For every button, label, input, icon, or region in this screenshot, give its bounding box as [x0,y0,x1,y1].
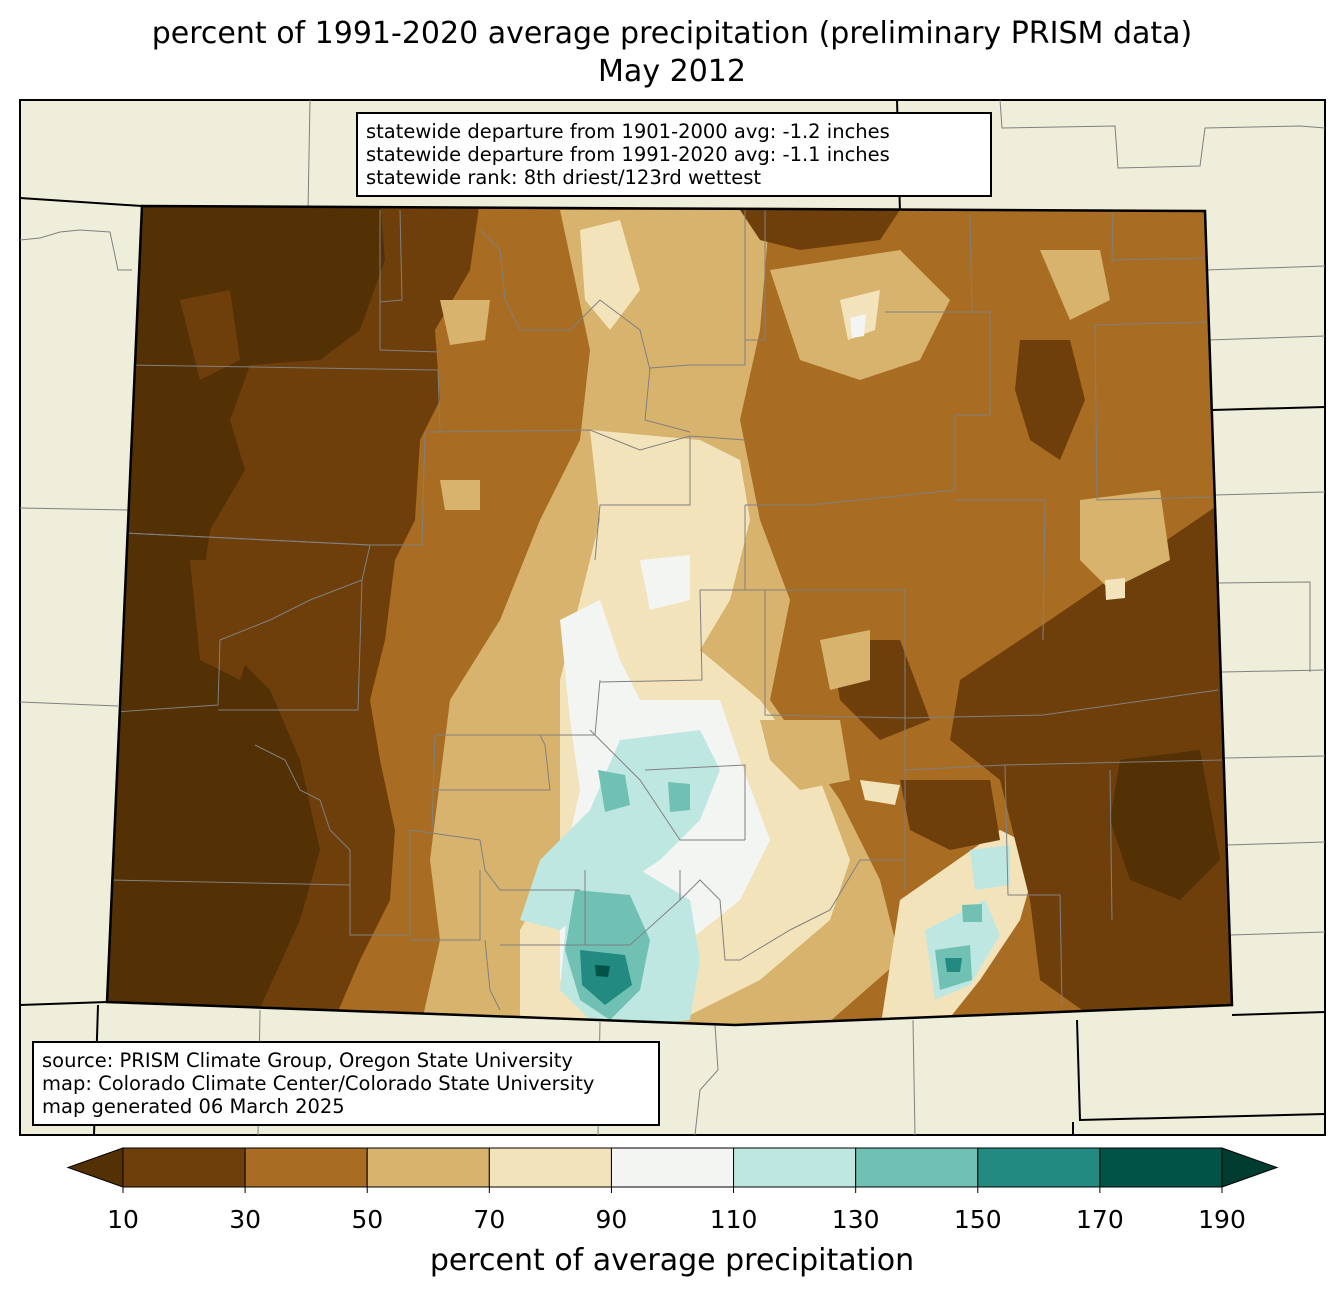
colorbar-bin [366,1147,490,1188]
source-box: source: PRISM Climate Group, Oregon Stat… [32,1041,660,1126]
colorbar-tick-label: 50 [351,1205,384,1234]
precip-field [107,206,1232,1025]
source-line: source: PRISM Climate Group, Oregon Stat… [42,1049,573,1072]
colorbar-tick-label: 90 [595,1205,628,1234]
colorbar-label: percent of average precipitation [429,1243,915,1278]
colorbar-tick-label: 110 [709,1205,758,1234]
colorbar-tick-label: 70 [473,1205,506,1234]
colorbar-bin [488,1147,612,1188]
source-line: map generated 06 March 2025 [42,1095,345,1118]
colorbar-over-triangle [1221,1147,1279,1188]
colorbar-bin [1099,1147,1223,1188]
stats-line: statewide rank: 8th driest/123rd wettest [366,166,762,189]
colorbar-tick-label: 170 [1076,1205,1124,1234]
colorbar-tick-label: 130 [831,1205,880,1234]
colorbar-bin [610,1147,735,1188]
colorbar [66,1147,1279,1193]
map-title: percent of 1991-2020 average precipitati… [151,16,1193,51]
colorbar-bin [855,1147,979,1188]
map-subtitle: May 2012 [598,54,746,89]
source-line: map: Colorado Climate Center/Colorado St… [42,1072,595,1095]
colorbar-bin [977,1147,1101,1188]
stats-line: statewide departure from 1901-2000 avg: … [366,120,890,143]
statewide-stats-box: statewide departure from 1901-2000 avg: … [356,112,992,197]
stats-line: statewide departure from 1991-2020 avg: … [366,143,890,166]
colorbar-bin [244,1147,368,1188]
colorbar-tick-label: 150 [953,1205,1002,1234]
county-lines [109,209,1223,1011]
colorado-border [105,204,1234,1027]
colorbar-tick-label: 190 [1198,1205,1246,1234]
neighbor-county-lines [19,99,1326,1136]
colorbar-tick-label: 10 [107,1205,139,1234]
colorbar-bin [733,1147,857,1188]
colorbar-under-triangle [66,1147,124,1188]
colorbar-tick-label: 30 [229,1205,262,1234]
colorbar-bin [122,1147,246,1188]
